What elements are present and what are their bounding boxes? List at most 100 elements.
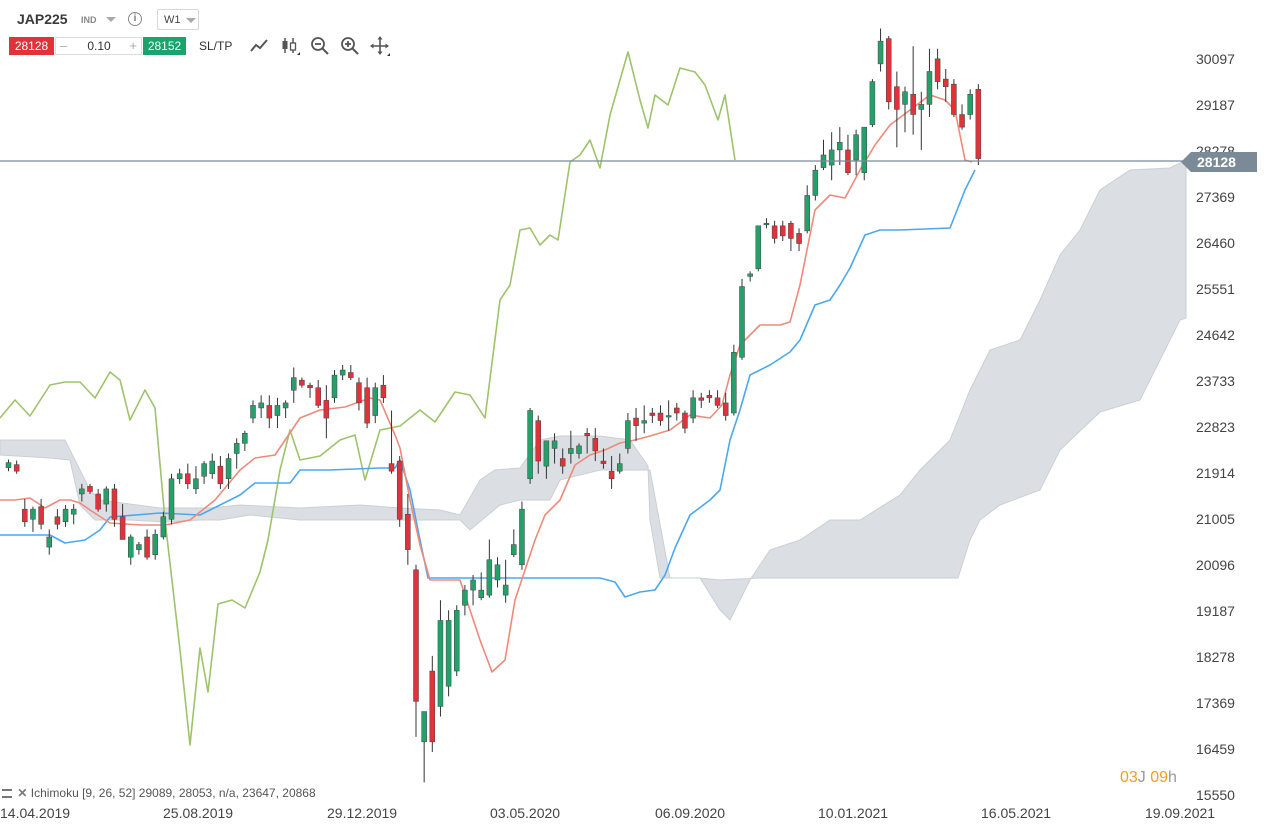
chart-toolbar: JAP225 IND i W1 28128 – 0.10 + 28152 SL/…	[0, 0, 420, 62]
candle-bearish	[657, 405, 664, 426]
candle-bearish	[780, 220, 786, 241]
candle-bearish	[217, 456, 224, 489]
countdown-hours-unit: h	[1168, 769, 1177, 786]
candle-bullish	[421, 711, 427, 783]
x-tick-label: 25.08.2019	[163, 805, 234, 821]
candle-bullish	[502, 559, 509, 603]
line-chart-icon[interactable]	[249, 35, 271, 57]
candle-bearish	[535, 415, 541, 474]
candle-bearish	[608, 456, 615, 489]
y-tick-label: 23733	[1196, 373, 1235, 389]
instrument-type: IND	[81, 15, 97, 25]
candle-countdown: 03J 09h	[1120, 769, 1177, 787]
candle-bullish	[258, 395, 264, 419]
kumo-cloud	[0, 159, 1187, 621]
candle-bullish	[763, 218, 770, 229]
countdown-days: 03	[1120, 769, 1138, 786]
candle-bearish	[706, 390, 713, 403]
candle-bullish	[625, 413, 631, 454]
candle-bearish	[633, 407, 639, 441]
candle-bullish	[967, 89, 973, 120]
candle-bearish	[185, 463, 191, 489]
timeframe-value: W1	[164, 14, 181, 26]
zoom-in-icon[interactable]	[339, 35, 361, 57]
increase-button[interactable]: +	[129, 38, 137, 53]
candle-bearish	[13, 460, 20, 474]
candle-bearish	[54, 509, 61, 530]
indicator-legend-text: Ichimoku [9, 26, 52] 29089, 28053, n/a, …	[30, 786, 316, 800]
quantity-stepper[interactable]: – 0.10 +	[55, 37, 142, 55]
y-tick-label: 25551	[1196, 281, 1235, 297]
candle-bullish	[70, 504, 77, 525]
candle-bullish	[853, 129, 859, 176]
candle-bearish	[429, 655, 436, 752]
x-tick-label: 19.09.2021	[1145, 805, 1216, 821]
candle-bullish	[837, 127, 843, 166]
candle-bullish	[136, 542, 142, 555]
candle-bullish	[437, 600, 444, 717]
candle-bearish	[266, 395, 273, 429]
current-price-tag: 28128	[1181, 152, 1257, 172]
candle-bearish	[959, 104, 965, 130]
info-icon[interactable]: i	[128, 12, 142, 26]
candle-bullish	[731, 344, 737, 416]
close-icon[interactable]: ✕	[17, 786, 28, 800]
candle-bearish	[674, 402, 680, 421]
decrease-button[interactable]: –	[60, 38, 68, 53]
candle-bearish	[975, 84, 982, 166]
candle-bearish	[682, 410, 688, 434]
y-tick-label: 20096	[1196, 557, 1235, 573]
candle-bearish	[315, 380, 321, 408]
timeframe-select[interactable]: W1	[157, 9, 199, 30]
candle-bearish	[885, 36, 892, 110]
y-tick-label: 21005	[1196, 511, 1235, 527]
candle-bullish	[519, 501, 525, 570]
candle-bullish	[46, 529, 52, 555]
candle-bearish	[894, 71, 900, 148]
buy-price-button[interactable]: 28152	[143, 37, 186, 55]
candle-bullish	[128, 534, 134, 565]
candle-bearish	[405, 493, 411, 565]
candle-bullish	[201, 461, 207, 484]
candle-bullish	[747, 271, 753, 282]
candle-bullish	[511, 529, 517, 558]
sell-price-button[interactable]: 28128	[9, 37, 54, 55]
crosshair-move-icon[interactable]	[369, 35, 391, 57]
chevron-down-icon[interactable]	[106, 17, 116, 22]
current-price-value: 28128	[1197, 154, 1236, 170]
x-tick-label: 29.12.2019	[327, 805, 398, 821]
zoom-out-icon[interactable]	[309, 35, 331, 57]
sltp-button[interactable]: SL/TP	[199, 39, 233, 53]
candle-bearish	[307, 382, 313, 398]
candle-bullish	[804, 185, 810, 234]
candle-bearish	[951, 79, 957, 118]
candle-bullish	[242, 430, 248, 451]
candlestick-icon[interactable]	[279, 35, 301, 57]
list-icon[interactable]	[2, 789, 12, 798]
x-tick-label: 03.05.2020	[490, 805, 561, 821]
candle-bullish	[168, 473, 175, 525]
candle-bearish	[87, 483, 93, 494]
candle-bullish	[861, 126, 867, 181]
candle-bullish	[617, 453, 623, 474]
indicator-legend: ✕ Ichimoku [9, 26, 52] 29089, 28053, n/a…	[2, 786, 316, 800]
symbol-name[interactable]: JAP225	[17, 11, 68, 27]
candle-bullish	[902, 86, 908, 133]
candle-bullish	[551, 433, 558, 464]
candle-bullish	[755, 225, 762, 272]
x-tick-label: 06.09.2020	[655, 805, 726, 821]
candle-bearish	[388, 410, 395, 474]
quantity-input[interactable]: 0.10	[87, 39, 111, 53]
candle-bearish	[396, 456, 403, 527]
candle-bullish	[828, 132, 835, 181]
candle-bullish	[152, 529, 158, 560]
candle-bullish	[445, 610, 452, 697]
candle-bearish	[600, 448, 607, 469]
candle-bearish	[144, 529, 150, 560]
candle-bullish	[527, 407, 533, 484]
candle-bearish	[584, 428, 590, 454]
y-tick-label: 16459	[1196, 741, 1235, 757]
candle-bearish	[111, 483, 118, 527]
y-tick-label: 30097	[1196, 51, 1235, 67]
